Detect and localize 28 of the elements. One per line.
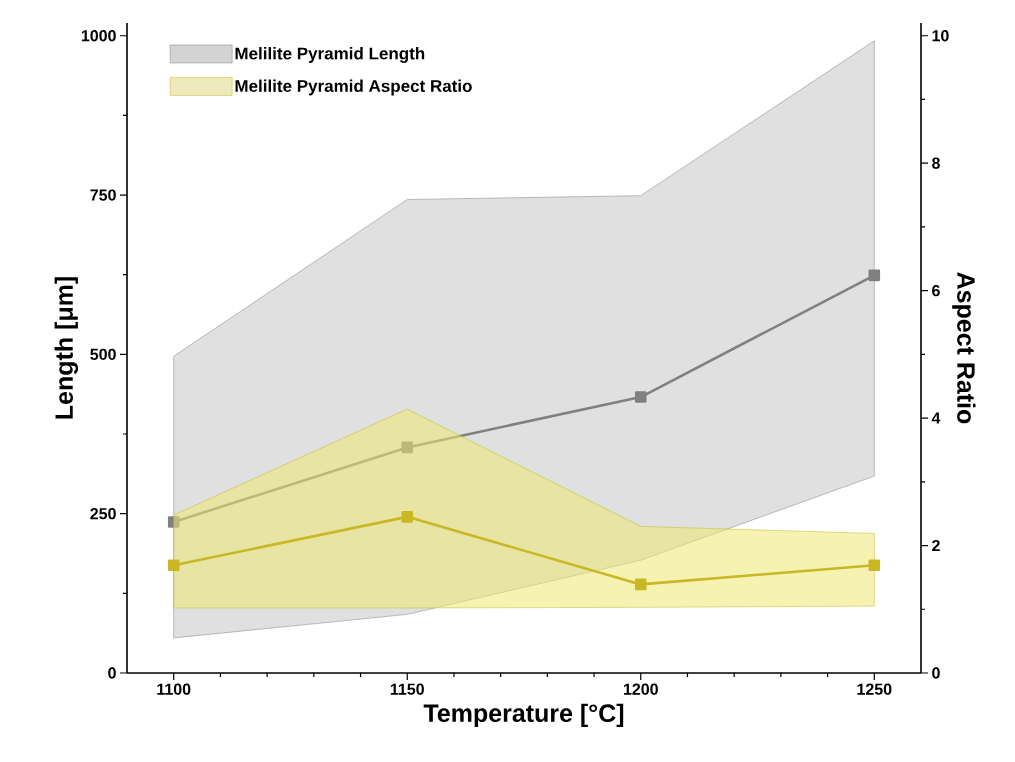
y2-tick-label: 0 [932,667,940,679]
point [634,578,647,591]
y2-tick-label: 4 [931,412,941,424]
point [401,441,414,454]
point [634,391,647,403]
x-tick-label: 1100 [157,683,191,695]
point [868,269,881,282]
y2-tick-label: 10 [932,30,949,42]
y-tick-label: 750 [90,189,116,201]
y-axis-title: Length [μm] [54,277,79,419]
y-tick-label: 0 [108,667,116,679]
y-tick-label: 1000 [81,30,116,42]
point [167,516,180,528]
point [401,511,414,523]
y2-axis-title: Aspect Ratio [952,272,976,424]
y-tick-label: 250 [90,508,116,520]
point [167,559,180,572]
x-axis-title: Temperature [°C] [423,703,624,728]
x-tick-label: 1250 [857,683,892,695]
y-tick-label: 500 [90,348,116,361]
legend-label: Melilite Pyramid Length [235,47,425,63]
point [868,559,881,572]
y2-tick-label: 6 [932,284,940,297]
y2-tick-label: 2 [932,539,940,552]
x-tick-label: 1150 [390,683,424,695]
legend-label: Melilite Pyramid Aspect Ratio [235,79,472,96]
y2-tick-label: 8 [932,157,940,169]
x-tick-label: 1200 [623,683,658,695]
